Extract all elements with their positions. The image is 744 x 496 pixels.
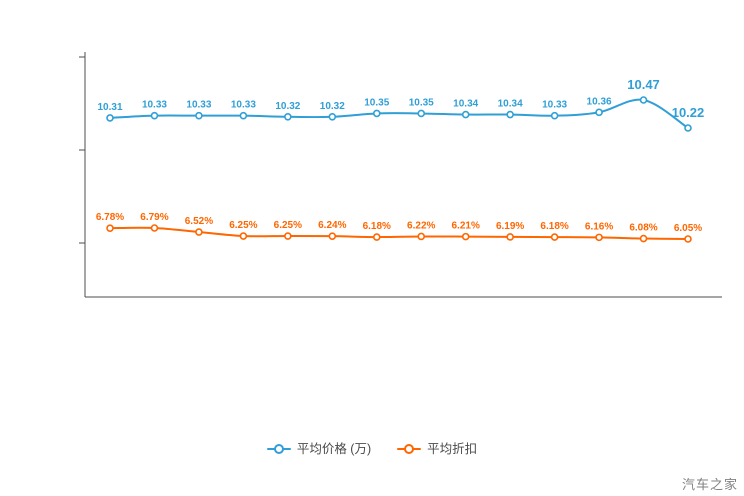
- avg-price-point[interactable]: [639, 96, 648, 104]
- avg-discount-label: 6.25%: [229, 220, 257, 231]
- avg-discount-point[interactable]: [195, 228, 203, 236]
- avg-discount-label: 6.19%: [496, 221, 524, 232]
- avg-price-label: 10.35: [364, 97, 389, 108]
- avg-price-series-marker-icon: [266, 444, 291, 455]
- avg-price-point[interactable]: [106, 114, 114, 122]
- chart-legend: 平均价格 (万) 平均折扣: [0, 443, 744, 456]
- legend-item-avg-discount[interactable]: 平均折扣: [397, 443, 477, 456]
- avg-price-point[interactable]: [150, 111, 159, 120]
- avg-price-label: 10.32: [320, 101, 345, 112]
- avg-discount-point[interactable]: [684, 235, 692, 243]
- avg-price-label: 10.33: [186, 100, 211, 111]
- avg-price-label: 10.36: [587, 96, 612, 107]
- avg-price-point[interactable]: [595, 108, 603, 117]
- avg-price-label: 10.31: [97, 102, 122, 113]
- avg-discount-label: 6.18%: [540, 221, 568, 232]
- avg-discount-label: 6.79%: [140, 212, 168, 223]
- avg-discount-point[interactable]: [328, 232, 337, 240]
- avg-price-label: 10.33: [231, 100, 256, 111]
- avg-price-point[interactable]: [372, 109, 381, 118]
- avg-discount-point[interactable]: [639, 234, 648, 243]
- avg-price-label: 10.34: [453, 99, 478, 110]
- avg-price-label: 10.35: [409, 97, 434, 108]
- avg-price-point[interactable]: [461, 110, 470, 119]
- avg-discount-label: 6.22%: [407, 220, 435, 231]
- avg-price-point[interactable]: [684, 124, 692, 132]
- avg-price-label: 10.34: [498, 99, 523, 110]
- avg-price-label: 10.32: [275, 101, 300, 112]
- avg-discount-point[interactable]: [284, 232, 292, 240]
- avg-price-point[interactable]: [550, 111, 559, 120]
- avg-discount-label: 6.21%: [452, 221, 480, 232]
- avg-price-label: 10.22: [672, 105, 705, 120]
- avg-discount-point[interactable]: [372, 233, 381, 241]
- avg-discount-point[interactable]: [150, 224, 159, 232]
- avg-price-point[interactable]: [239, 111, 248, 120]
- avg-discount-label: 6.18%: [363, 221, 391, 232]
- avg-discount-label: 6.16%: [585, 221, 613, 232]
- avg-discount-point[interactable]: [506, 233, 514, 241]
- avg-discount-point[interactable]: [417, 232, 426, 241]
- avg-discount-point[interactable]: [595, 233, 603, 242]
- avg-price-point[interactable]: [195, 111, 203, 120]
- avg-discount-series-marker-icon: [397, 444, 422, 455]
- line-chart-canvas: 10.31 10.33 10.33 10.33 10.32 10.32 10.35 10.35…: [79, 52, 722, 298]
- avg-discount-point[interactable]: [106, 224, 114, 232]
- avg-discount-label: 6.25%: [274, 220, 302, 231]
- avg-discount-label: 6.24%: [318, 220, 346, 231]
- avg-price-label: 10.47: [627, 77, 660, 92]
- avg-price-point[interactable]: [284, 113, 292, 121]
- avg-discount-point[interactable]: [461, 232, 470, 241]
- legend-label-avg-price: 平均价格 (万): [296, 442, 372, 456]
- avg-discount-label: 6.05%: [674, 223, 702, 234]
- legend-item-avg-price[interactable]: 平均价格 (万): [266, 442, 372, 456]
- avg-discount-label: 6.08%: [629, 223, 657, 234]
- avg-price-label: 10.33: [542, 100, 567, 111]
- avg-price-point[interactable]: [506, 110, 514, 119]
- avg-price-point[interactable]: [417, 109, 426, 118]
- legend-label-avg-discount: 平均折扣: [427, 442, 478, 456]
- watermark: 汽车之家: [681, 477, 738, 492]
- avg-price-label: 10.33: [142, 100, 167, 111]
- avg-discount-label: 6.78%: [96, 212, 124, 223]
- avg-discount-point[interactable]: [239, 232, 248, 240]
- avg-discount-point[interactable]: [550, 233, 559, 241]
- avg-price-point[interactable]: [328, 113, 337, 121]
- avg-discount-label: 6.52%: [185, 216, 213, 227]
